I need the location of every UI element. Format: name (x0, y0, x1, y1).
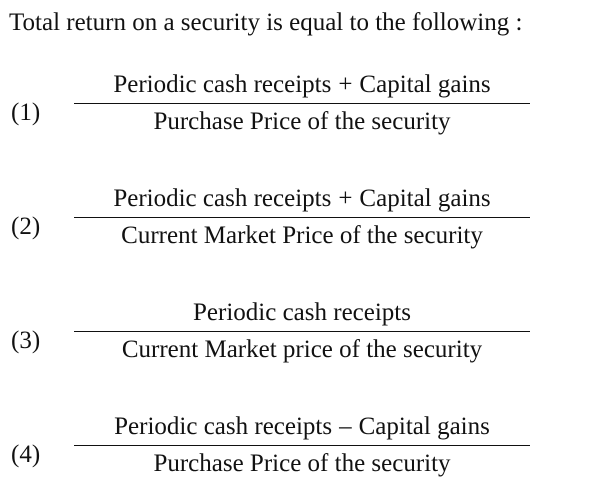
numerator-left: Periodic cash receipts (113, 71, 332, 98)
operator: + (338, 185, 353, 212)
option-3[interactable]: (3) Periodic cash receipts Current Marke… (0, 298, 602, 382)
numerator-right: Capital gains (358, 413, 490, 440)
fraction: Periodic cash receipts – Capital gains Pur… (74, 412, 530, 479)
numerator-left: Periodic cash receipts (113, 185, 332, 212)
fraction-bar (74, 445, 530, 446)
operator: – (339, 413, 352, 440)
numerator-right: Capital gains (359, 71, 491, 98)
option-number: (1) (11, 99, 41, 126)
option-number: (4) (11, 441, 41, 468)
operator: + (338, 71, 353, 98)
denominator: Current Market Price of the security (121, 222, 483, 249)
numerator: Periodic cash receipts – Capital gains (74, 412, 530, 442)
fraction-bar (74, 331, 530, 332)
option-2[interactable]: (2) Periodic cash receipts + Capital gains… (0, 184, 602, 268)
denominator: Current Market price of the security (121, 336, 483, 363)
option-number: (2) (11, 213, 41, 240)
numerator: Periodic cash receipts + Capital gains (74, 184, 530, 214)
numerator: Periodic cash receipts (74, 298, 530, 328)
question-text: Total return on a security is equal to t… (9, 9, 523, 36)
option-number: (3) (11, 327, 41, 354)
fraction-bar (74, 103, 530, 104)
numerator-left: Periodic cash receipts (193, 299, 411, 326)
fraction: Periodic cash receipts + Capital gains Pur… (74, 70, 530, 137)
numerator: Periodic cash receipts + Capital gains (74, 70, 530, 100)
fraction: Periodic cash receipts Current Market pr… (74, 298, 530, 365)
option-4[interactable]: (4) Periodic cash receipts – Capital gains… (0, 412, 602, 496)
option-1[interactable]: (1) Periodic cash receipts + Capital gains… (0, 70, 602, 154)
denominator: Purchase Price of the security (153, 108, 451, 135)
fraction-bar (74, 217, 530, 218)
fraction: Periodic cash receipts + Capital gains Cur… (74, 184, 530, 251)
numerator-left: Periodic cash receipts (114, 413, 333, 440)
numerator-right: Capital gains (359, 185, 491, 212)
denominator: Purchase Price of the security (153, 450, 451, 477)
